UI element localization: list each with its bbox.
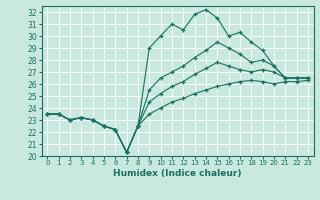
X-axis label: Humidex (Indice chaleur): Humidex (Indice chaleur): [113, 169, 242, 178]
